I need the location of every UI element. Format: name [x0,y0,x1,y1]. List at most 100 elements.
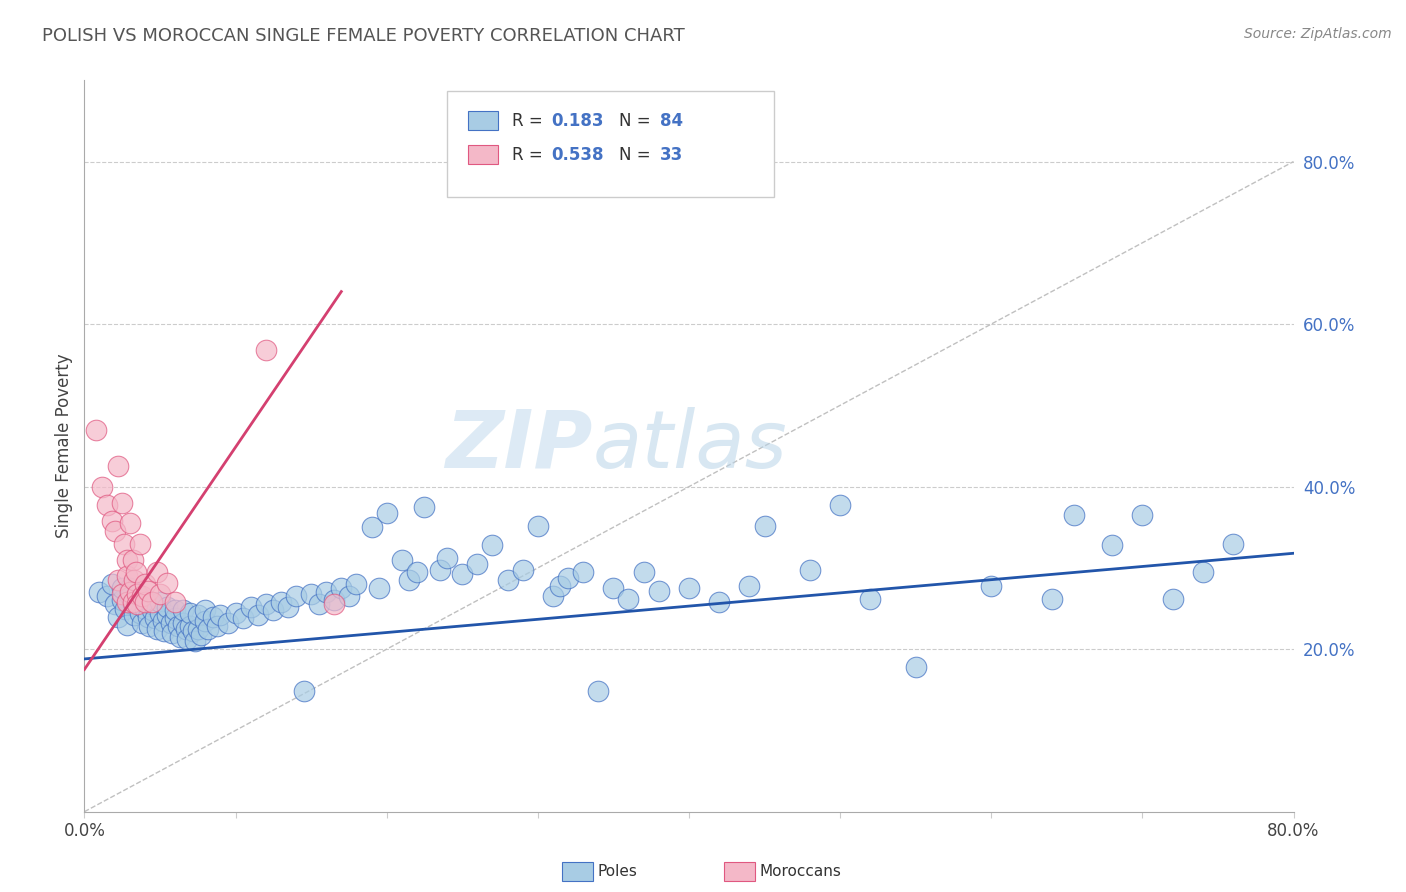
Point [134,577,156,591]
Point [481,538,503,552]
Point [337,590,360,604]
Point [232,611,254,625]
Point [107,573,129,587]
Point [391,553,413,567]
Point [111,593,134,607]
Point [247,608,270,623]
Point [330,581,353,595]
Point [830,498,852,512]
Point [187,608,209,623]
Point [217,616,239,631]
Point [194,603,217,617]
Point [398,573,420,587]
Point [429,562,451,576]
Point [262,603,284,617]
Y-axis label: Single Female Poverty: Single Female Poverty [55,354,73,538]
Point [129,606,152,620]
Text: R =: R = [512,146,548,164]
Point [183,634,205,648]
Point [588,684,610,698]
Point [225,606,247,620]
Point [799,562,821,576]
Point [129,536,152,550]
Point [127,595,149,609]
Point [156,575,179,590]
Point [368,581,391,595]
Point [292,684,315,698]
Point [1191,565,1213,579]
Text: 33: 33 [659,146,683,164]
Point [557,571,579,585]
Point [163,603,186,617]
Point [118,590,141,604]
Point [156,599,179,614]
Point [346,577,368,591]
Point [1222,536,1244,550]
Point [127,587,149,601]
Point [159,616,181,631]
Point [163,611,186,625]
Point [100,514,122,528]
Point [239,599,262,614]
Point [541,590,564,604]
Point [111,581,134,595]
FancyBboxPatch shape [447,91,773,197]
Point [617,591,640,606]
Point [207,619,229,633]
Point [125,565,148,579]
Point [496,573,519,587]
Point [709,595,731,609]
Point [197,622,219,636]
Point [254,343,277,357]
Point [160,626,183,640]
Point [754,518,776,533]
Point [121,595,143,609]
Point [980,579,1002,593]
Point [156,608,179,623]
Point [111,496,134,510]
Point [602,581,624,595]
FancyBboxPatch shape [468,111,498,130]
Point [127,598,149,612]
Text: R =: R = [512,112,548,129]
Point [131,616,153,631]
Point [122,573,145,587]
Point [114,601,136,615]
Point [134,593,156,607]
Point [315,585,337,599]
Point [322,593,344,607]
Point [181,624,204,639]
Point [277,599,299,614]
Point [174,622,197,636]
Point [121,598,143,612]
Point [678,581,700,595]
Point [149,587,172,601]
Point [1101,538,1123,552]
Point [118,581,141,595]
Point [152,614,174,628]
Point [141,598,163,612]
Point [146,565,169,579]
Text: N =: N = [619,112,655,129]
Point [104,524,127,539]
Point [859,591,882,606]
Point [172,616,194,631]
Point [360,520,382,534]
Point [127,587,149,601]
Point [112,536,135,550]
Point [86,423,108,437]
Point [149,595,172,609]
Text: Poles: Poles [598,864,637,879]
Point [115,553,138,567]
Point [451,567,474,582]
Point [136,583,159,598]
Point [172,603,194,617]
Text: Source: ZipAtlas.com: Source: ZipAtlas.com [1244,27,1392,41]
Point [512,562,534,576]
Point [96,498,118,512]
Point [633,565,655,579]
Text: N =: N = [619,146,655,164]
Point [100,577,122,591]
Point [322,598,344,612]
Point [194,614,217,628]
